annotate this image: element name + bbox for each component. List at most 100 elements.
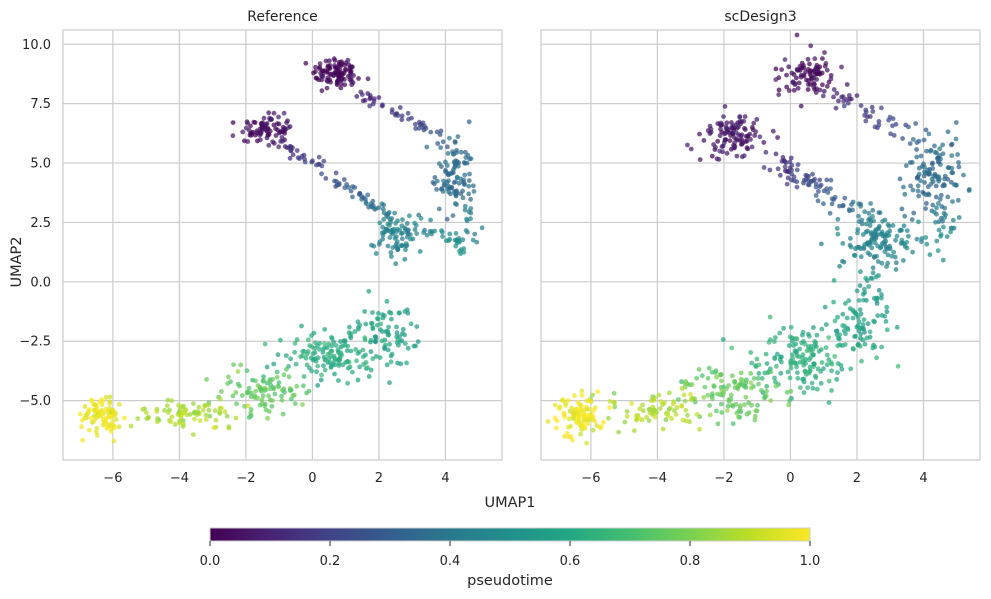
scatter-point [848, 236, 853, 241]
scatter-point [714, 408, 719, 414]
scatter-point [854, 288, 860, 294]
scatter-point [800, 352, 806, 358]
scatter-point [323, 58, 329, 64]
scatter-point [879, 229, 885, 235]
scatter-point [278, 337, 283, 343]
scatter-point [834, 226, 840, 231]
scatter-point [732, 140, 737, 146]
scatter-point [761, 140, 767, 145]
scatter-point [335, 78, 340, 84]
scatter-point [784, 181, 790, 187]
scatter-point [162, 408, 168, 413]
scatter-point [333, 184, 339, 189]
scatter-point [299, 153, 305, 159]
scatter-point [853, 311, 859, 316]
scatter-point [732, 135, 737, 141]
scatter-point [875, 313, 881, 319]
scatter-point [333, 170, 339, 176]
scatter-point [354, 358, 359, 364]
scatter-point [375, 316, 381, 322]
scatter-point [669, 416, 674, 421]
scatter-point [579, 388, 585, 394]
scatter-point [369, 320, 375, 326]
scatter-point [885, 222, 891, 228]
scatter-point [325, 351, 331, 357]
scatter-point [307, 365, 312, 371]
scatter-point [697, 157, 703, 163]
scatter-point [791, 343, 796, 348]
scatter-point [864, 278, 870, 283]
x-tick-label: −4 [648, 471, 667, 486]
scatter-point [300, 353, 306, 359]
panel-frame [62, 29, 503, 461]
scatter-point [878, 245, 883, 251]
scatter-point [835, 361, 841, 366]
scatter-point [369, 204, 375, 210]
scatter-point [729, 125, 734, 130]
scatter-point [857, 335, 863, 341]
scatter-point [831, 94, 836, 100]
scatter-point [873, 227, 879, 233]
scatter-point [326, 356, 332, 361]
scatter-point [342, 342, 348, 348]
scatter-point [867, 334, 873, 340]
scatter-point [879, 292, 884, 297]
scatter-point [181, 403, 187, 409]
scatter-point [458, 191, 464, 197]
scatter-point [815, 198, 821, 204]
scatter-point [890, 223, 896, 228]
scatter-point [287, 388, 293, 393]
scatter-point [682, 384, 688, 390]
scatter-point [849, 202, 854, 207]
scatter-point [261, 374, 266, 379]
scatter-point [295, 155, 301, 161]
scatter-point [414, 324, 420, 329]
scatter-point [164, 403, 170, 409]
scatter-point [773, 379, 778, 385]
scatter-point [955, 152, 960, 157]
scatter-point [460, 237, 466, 243]
scatter-point [250, 377, 255, 383]
scatter-point [244, 119, 250, 125]
scatter-point [462, 182, 467, 188]
scatter-point [910, 249, 915, 255]
scatter-point [93, 429, 99, 435]
scatter-point [264, 364, 270, 370]
scatter-point [784, 168, 790, 174]
scatter-point [858, 269, 863, 275]
scatter-point [833, 105, 839, 111]
scatter-point [887, 243, 893, 249]
scatter-point [299, 323, 304, 329]
scatter-point [949, 170, 955, 176]
scatter-point [891, 249, 897, 255]
scatter-point [319, 372, 324, 378]
scatter-point [88, 415, 94, 421]
scatter-point [721, 389, 727, 395]
scatter-point [462, 172, 468, 178]
scatter-point [779, 67, 784, 72]
scatter-point [866, 284, 871, 289]
scatter-point [879, 344, 884, 350]
scatter-point [715, 138, 721, 144]
scatter-point [844, 82, 850, 87]
scatter-point [264, 121, 270, 126]
scatter-point [716, 157, 722, 162]
scatter-point [766, 339, 772, 345]
scatter-point [248, 123, 253, 129]
scatter-point [894, 233, 900, 239]
scatter-point [376, 95, 382, 100]
scatter-point [452, 237, 458, 243]
scatter-point [706, 365, 712, 371]
scatter-point [879, 260, 885, 266]
scatter-point [286, 374, 292, 380]
scatter-point [909, 217, 915, 223]
scatter-point [624, 409, 630, 414]
scatter-point [182, 407, 188, 413]
scatter-point [811, 69, 817, 74]
scatter-point [808, 82, 813, 87]
scatter-point [903, 163, 909, 169]
scatter-point [812, 373, 818, 379]
scatter-point [570, 437, 575, 443]
scatter-point [753, 129, 759, 135]
scatter-point [399, 338, 405, 344]
